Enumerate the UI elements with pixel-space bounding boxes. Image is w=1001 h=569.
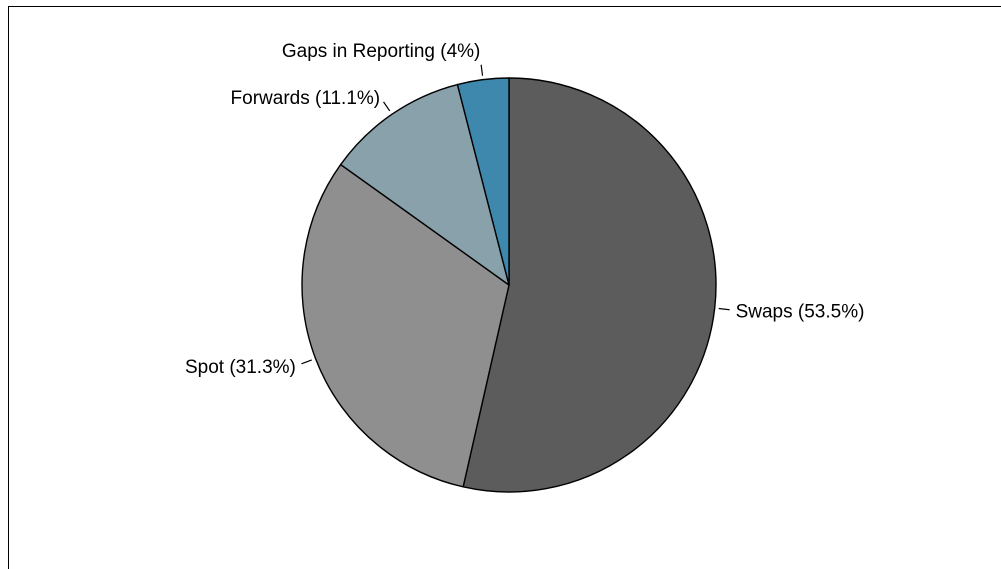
slice-labels: Swaps (53.5%) Spot (31.3%) Forwards (11.1%… [185, 41, 864, 378]
pie-slice-gaps-in-reporting [456, 77, 510, 286]
pie-slices [301, 77, 717, 493]
pie-slice-swaps [462, 77, 717, 493]
slice-label-gaps-in-reporting: Gaps in Reporting (4%) [282, 41, 481, 62]
leader-line-gaps-in-reporting [480, 64, 484, 76]
slice-label-spot: Spot (31.3%) [185, 357, 296, 378]
slice-label-swaps: Swaps (53.5%) [736, 301, 865, 322]
pie-slice-forwards [339, 83, 510, 286]
leader-line-spot [301, 359, 312, 365]
leader-line-forwards [383, 101, 391, 112]
chart-frame [8, 6, 1001, 569]
pie-slice-spot [301, 163, 510, 488]
label-leaders [301, 64, 730, 365]
leader-line-swaps [718, 307, 730, 311]
slice-label-forwards: Forwards (11.1%) [231, 88, 381, 109]
